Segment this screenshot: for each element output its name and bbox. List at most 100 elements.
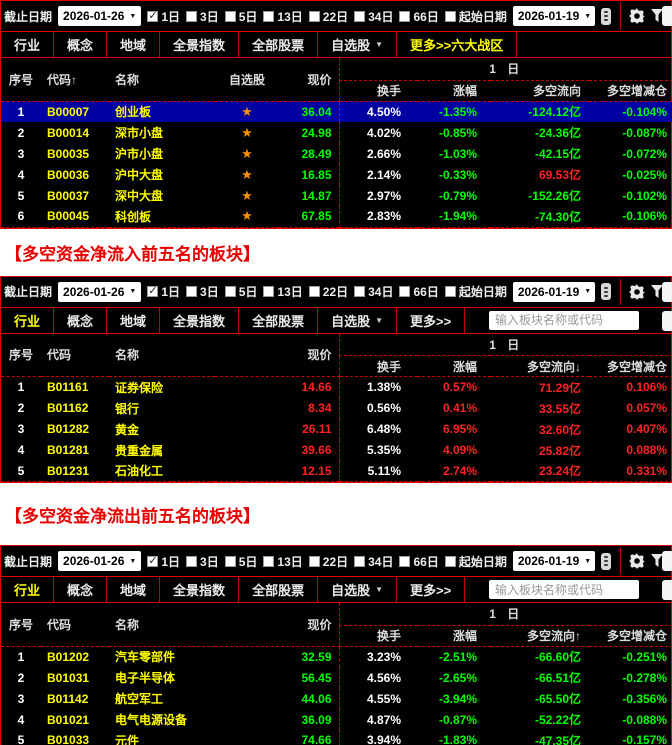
table-row[interactable]: 6 B00045 科创板 ★ 67.85 2.83% -1.94% -74.30亿 -0.106… — [1, 206, 672, 227]
cell-watchlist[interactable]: ★ — [215, 206, 279, 227]
tab-地域[interactable]: 地域 — [107, 577, 161, 602]
table-row[interactable]: 5 B01231 石油化工 12.15 5.11% 2.74% 23.24亿 0.331% — [1, 460, 672, 482]
col-header-code[interactable]: 代码↑ — [41, 58, 109, 102]
tab-概念[interactable]: 概念 — [54, 307, 108, 333]
cell-watchlist[interactable]: ★ — [215, 185, 279, 206]
col-header-price[interactable]: 现价 — [215, 333, 339, 377]
col-header-turnover[interactable]: 换手 — [338, 80, 417, 102]
period-checkbox-66日[interactable]: 66日 — [399, 8, 439, 25]
partial-search-button-icon[interactable] — [662, 580, 672, 600]
start-date-select[interactable]: 2026-01-19 ▼ — [512, 551, 595, 571]
tab-全部股票[interactable]: 全部股票 — [239, 577, 319, 602]
col-header-flow[interactable]: 多空流向↓ — [491, 355, 589, 377]
cell-watchlist[interactable]: ★ — [215, 143, 279, 164]
table-row[interactable]: 2 B00014 深市小盘 ★ 24.98 4.02% -0.85% -24.36亿 -0.08… — [1, 122, 672, 143]
tab-全部股票[interactable]: 全部股票 — [239, 307, 319, 333]
col-header-change[interactable]: 涨幅 — [417, 625, 491, 647]
end-date-select[interactable]: 2026-01-26 ▼ — [58, 6, 142, 26]
partial-button-icon[interactable] — [662, 281, 672, 302]
table-row[interactable]: 2 B01162 银行 8.34 0.56% 0.41% 33.55亿 0.057% — [1, 397, 672, 419]
period-checkbox-3日[interactable]: 3日 — [186, 553, 219, 570]
period-checkbox-22日[interactable]: 22日 — [308, 283, 348, 300]
cell-watchlist[interactable]: ★ — [215, 164, 279, 185]
partial-search-button-icon[interactable] — [662, 310, 672, 331]
tab-地域[interactable]: 地域 — [107, 32, 161, 57]
list-icon[interactable] — [600, 7, 611, 25]
tab-行业[interactable]: 行业 — [1, 32, 55, 57]
period-checkbox-1日[interactable]: 1日 — [147, 553, 180, 570]
period-checkbox-34日[interactable]: 34日 — [354, 553, 393, 570]
table-row[interactable]: 4 B01021 电气电源设备 36.09 4.87% -0.87% -52.22亿 -0.0… — [1, 709, 672, 730]
search-input[interactable] — [489, 310, 639, 330]
star-icon[interactable]: ★ — [241, 208, 253, 224]
table-row[interactable]: 1 B01161 证券保险 14.66 1.38% 0.57% 71.29亿 0.106% — [1, 376, 672, 398]
tab-全部股票[interactable]: 全部股票 — [239, 32, 319, 57]
period-checkbox-13日[interactable]: 13日 — [263, 283, 303, 300]
table-row[interactable]: 1 B00007 创业板 ★ 36.04 4.50% -1.35% -124.12亿 -0.10… — [1, 101, 672, 122]
search-input[interactable] — [489, 580, 639, 599]
col-header-change[interactable]: 涨幅 — [417, 355, 491, 377]
tab-概念[interactable]: 概念 — [54, 32, 108, 57]
period-checkbox-5日[interactable]: 5日 — [224, 283, 257, 300]
col-header-name[interactable]: 名称 — [109, 58, 215, 102]
table-row[interactable]: 3 B00035 沪市小盘 ★ 28.49 2.66% -1.03% -42.15亿 -0.07… — [1, 143, 672, 164]
gear-icon[interactable] — [629, 282, 645, 302]
period-checkbox-22日[interactable]: 22日 — [308, 8, 348, 25]
period-checkbox-5日[interactable]: 5日 — [224, 553, 257, 570]
period-checkbox-1日[interactable]: 1日 — [147, 283, 180, 300]
table-row[interactable]: 4 B01281 贵重金属 39.66 5.35% 4.09% 25.82亿 0.088% — [1, 439, 672, 461]
tab-自选股[interactable]: 自选股 ▼ — [318, 307, 398, 333]
col-header-delta[interactable]: 多空增减仓 — [589, 355, 672, 377]
tab-全景指数[interactable]: 全景指数 — [160, 32, 240, 57]
gear-icon[interactable] — [629, 551, 645, 571]
table-row[interactable]: 3 B01142 航空军工 44.06 4.55% -3.94% -65.50亿 -0.356… — [1, 688, 672, 709]
tab-自选股[interactable]: 自选股 ▼ — [318, 32, 398, 57]
start-date-checkbox[interactable]: 起始日期 — [444, 8, 507, 25]
start-date-select[interactable]: 2026-01-19 ▼ — [512, 281, 595, 302]
tab-地域[interactable]: 地域 — [107, 307, 161, 333]
list-icon[interactable] — [600, 283, 611, 300]
col-header-name[interactable]: 名称 — [109, 603, 215, 647]
star-icon[interactable]: ★ — [241, 103, 253, 119]
table-row[interactable]: 1 B01202 汽车零部件 32.59 3.23% -2.51% -66.60亿 -0.25… — [1, 646, 672, 667]
period-checkbox-22日[interactable]: 22日 — [308, 553, 348, 570]
table-row[interactable]: 5 B00037 深中大盘 ★ 14.87 2.97% -0.79% -152.26亿 -0.1… — [1, 185, 672, 206]
star-icon[interactable]: ★ — [241, 124, 253, 140]
start-date-checkbox[interactable]: 起始日期 — [444, 283, 507, 300]
col-header-code[interactable]: 代码 — [41, 333, 109, 377]
tab-自选股[interactable]: 自选股 ▼ — [318, 577, 398, 602]
col-header-flow[interactable]: 多空流向 — [491, 80, 589, 102]
tab-全景指数[interactable]: 全景指数 — [160, 577, 240, 602]
tab-行业[interactable]: 行业 — [1, 577, 55, 602]
partial-button-icon[interactable] — [662, 6, 672, 26]
list-icon[interactable] — [600, 552, 611, 570]
end-date-select[interactable]: 2026-01-26 ▼ — [58, 281, 142, 302]
period-checkbox-34日[interactable]: 34日 — [354, 8, 393, 25]
cell-watchlist[interactable]: ★ — [215, 101, 279, 122]
tab-更多>>[interactable]: 更多>> — [397, 577, 466, 602]
col-header-price[interactable]: 现价 — [279, 58, 339, 102]
col-header-flow[interactable]: 多空流向↑ — [491, 625, 589, 647]
table-row[interactable]: 2 B01031 电子半导体 56.45 4.56% -2.65% -66.51亿 -0.27… — [1, 667, 672, 688]
col-header-turnover[interactable]: 换手 — [338, 355, 417, 377]
period-checkbox-1日[interactable]: 1日 — [147, 8, 180, 25]
cell-watchlist[interactable]: ★ — [215, 122, 279, 143]
tab-行业[interactable]: 行业 — [1, 307, 55, 333]
period-checkbox-3日[interactable]: 3日 — [186, 8, 219, 25]
period-checkbox-3日[interactable]: 3日 — [186, 283, 219, 300]
col-header-code[interactable]: 代码 — [41, 603, 109, 647]
period-checkbox-5日[interactable]: 5日 — [224, 8, 257, 25]
start-date-checkbox[interactable]: 起始日期 — [444, 553, 507, 570]
tab-全景指数[interactable]: 全景指数 — [160, 307, 240, 333]
tab-更多>>[interactable]: 更多>> — [397, 307, 466, 333]
table-row[interactable]: 5 B01033 元件 74.66 3.94% -1.83% -47.35亿 -0.157% — [1, 730, 672, 745]
period-checkbox-13日[interactable]: 13日 — [263, 8, 303, 25]
col-header-price[interactable]: 现价 — [215, 603, 339, 647]
col-header-delta[interactable]: 多空增减仓 — [589, 80, 672, 102]
col-header-name[interactable]: 名称 — [109, 333, 215, 377]
gear-icon[interactable] — [629, 6, 645, 26]
star-icon[interactable]: ★ — [241, 187, 253, 203]
tab-更多>>六大战区[interactable]: 更多>>六大战区 — [397, 32, 518, 57]
star-icon[interactable]: ★ — [241, 166, 253, 182]
col-header-change[interactable]: 涨幅 — [417, 80, 491, 102]
